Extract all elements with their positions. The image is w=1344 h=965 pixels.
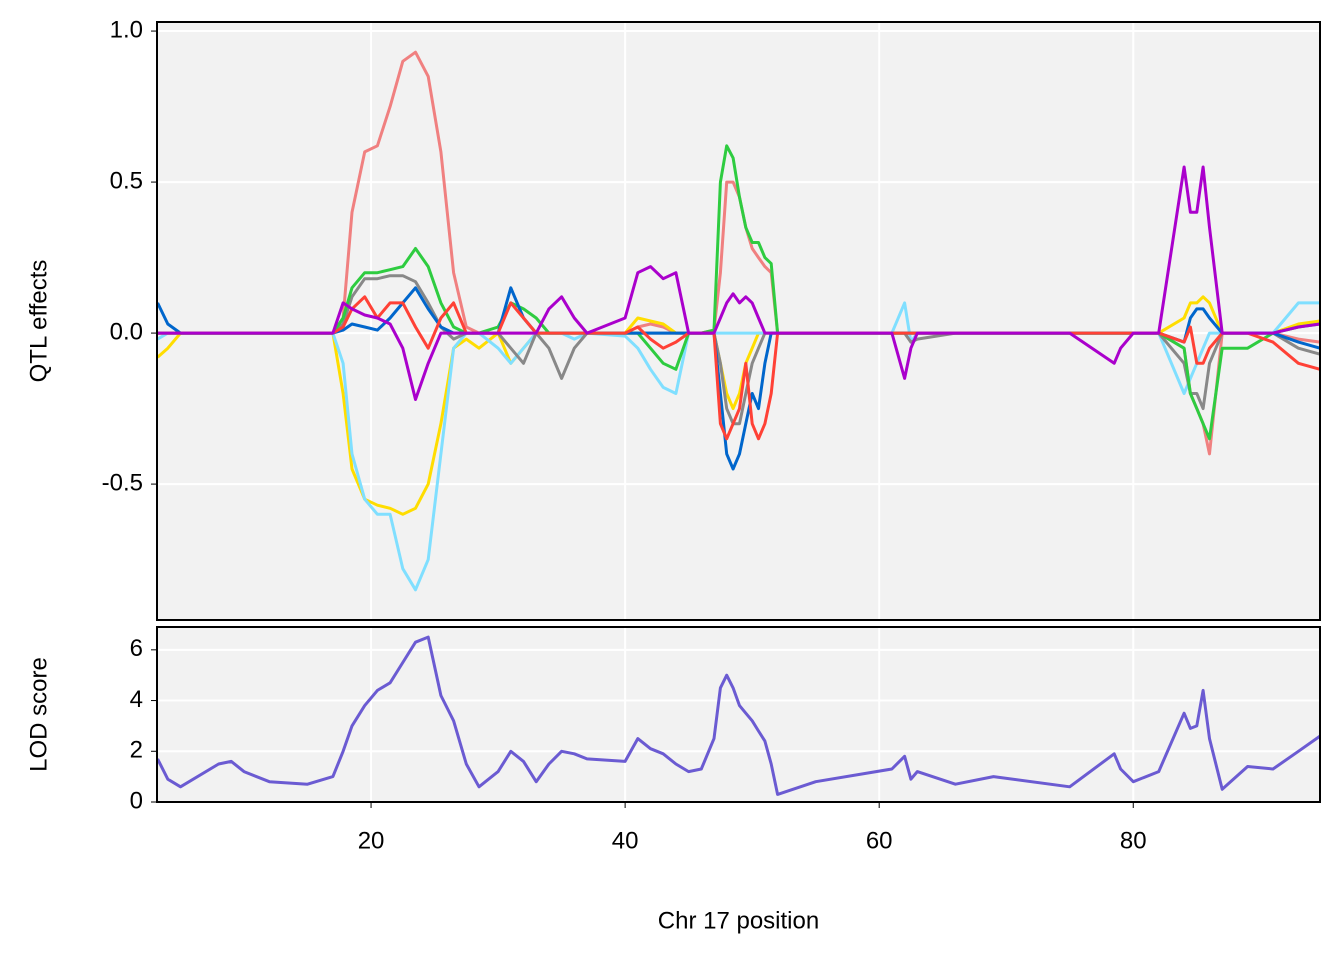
plot-frame — [156, 21, 1321, 621]
plot-background — [157, 22, 1320, 620]
y-axis-label: LOD score — [25, 657, 52, 772]
x-tick-label: 80 — [1120, 827, 1147, 854]
data-line — [156, 635, 1321, 796]
y-tick-label: 6 — [130, 635, 143, 662]
data-line — [157, 165, 1321, 401]
y-tick-label: -0.5 — [102, 469, 143, 496]
x-tick-label: 60 — [866, 827, 893, 854]
plot-frame — [156, 626, 1321, 803]
x-tick-label: 20 — [358, 827, 385, 854]
y-tick-label: 0.0 — [110, 318, 143, 345]
y-axis-label: QTL effects — [25, 260, 52, 383]
x-axis-label: Chr 17 position — [658, 907, 819, 934]
y-tick-label: 1.0 — [110, 16, 143, 43]
y-tick-label: 2 — [130, 737, 143, 764]
y-tick-label: 4 — [130, 686, 143, 713]
y-tick-label: 0 — [130, 787, 143, 814]
y-tick-label: 0.5 — [110, 167, 143, 194]
x-tick-label: 40 — [612, 827, 639, 854]
